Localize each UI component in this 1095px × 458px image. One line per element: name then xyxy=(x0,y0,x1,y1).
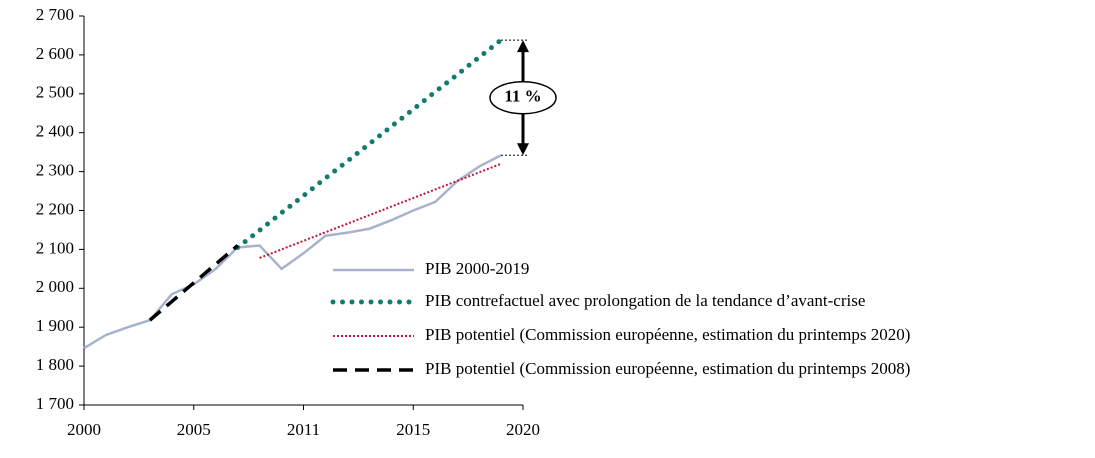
legend-label: PIB potentiel (Commission européenne, es… xyxy=(425,359,910,378)
legend-label: PIB 2000-2019 xyxy=(425,259,529,278)
annotation: 11 % xyxy=(504,87,541,106)
y-tick-label: 2 600 xyxy=(36,44,74,63)
y-tick-label: 2 000 xyxy=(36,277,74,296)
y-tick-label: 2 200 xyxy=(36,199,74,218)
arrow-head xyxy=(517,143,529,156)
x-tick-label: 2020 xyxy=(506,420,540,439)
annotation-ellipse xyxy=(489,80,557,115)
y-tick-label: 2 100 xyxy=(36,238,74,257)
series-line xyxy=(235,37,504,250)
x-tick-label: 2005 xyxy=(177,420,211,439)
y-tick-label: 2 300 xyxy=(36,161,74,180)
series-line xyxy=(148,244,239,322)
y-tick-label: 1 700 xyxy=(36,394,74,413)
y-tick-label: 1 900 xyxy=(36,316,74,335)
y-tick-label: 2 400 xyxy=(36,122,74,141)
arrow-head xyxy=(517,40,529,53)
legend-label: PIB contrefactuel avec prolongation de l… xyxy=(425,291,865,310)
y-tick-label: 2 500 xyxy=(36,83,74,102)
y-tick-label: 2 700 xyxy=(36,5,74,24)
y-tick-label: 1 800 xyxy=(36,355,74,374)
x-tick-label: 2015 xyxy=(396,420,430,439)
x-tick-label: 2011 xyxy=(287,420,320,439)
series-line xyxy=(259,162,502,259)
legend-label: PIB potentiel (Commission européenne, es… xyxy=(425,325,910,344)
series-line xyxy=(83,154,502,350)
x-tick-label: 2000 xyxy=(67,420,101,439)
